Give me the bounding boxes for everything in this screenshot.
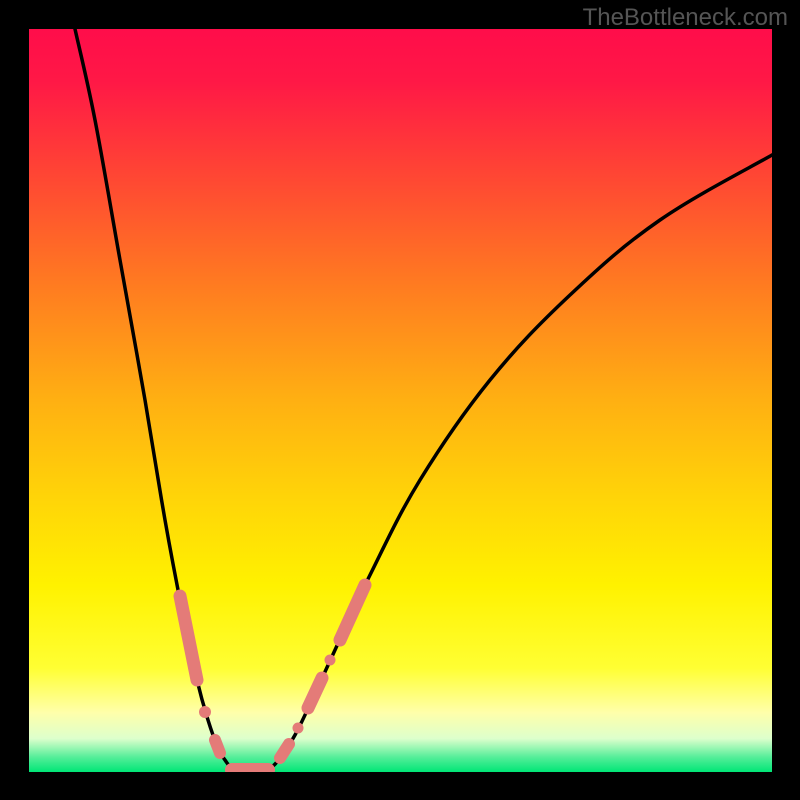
marker-dot bbox=[199, 706, 211, 718]
watermark-text: TheBottleneck.com bbox=[583, 4, 788, 32]
marker-pill bbox=[215, 740, 220, 753]
chart-canvas bbox=[0, 0, 800, 800]
marker-pill bbox=[280, 744, 289, 758]
gradient-background bbox=[29, 29, 772, 772]
marker-dot bbox=[325, 655, 336, 666]
marker-dot bbox=[293, 723, 304, 734]
